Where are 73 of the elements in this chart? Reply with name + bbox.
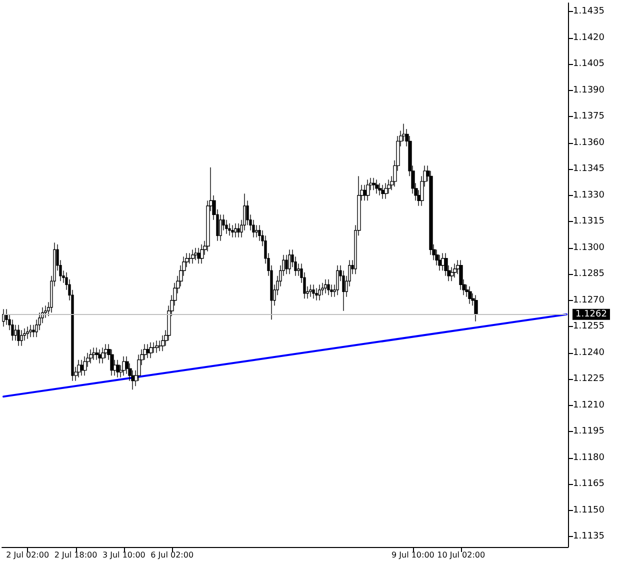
- y-tick-label: 1.1330: [573, 190, 605, 200]
- candlestick: [453, 263, 457, 278]
- candlestick: [26, 326, 29, 340]
- x-tick-label: 10 Jul 02:00: [437, 550, 486, 560]
- y-tick-label: 1.1210: [573, 400, 605, 410]
- ref-line-label: 1.1262: [575, 309, 607, 320]
- candlestick: [98, 348, 102, 364]
- y-tick-label: 1.1420: [573, 32, 605, 43]
- candlestick: [450, 266, 454, 282]
- candlestick: [2, 308, 5, 327]
- candlestick: [312, 284, 315, 299]
- y-tick-label: 1.1135: [573, 532, 604, 542]
- candlestick: [11, 319, 14, 341]
- y-tick-label: 1.1390: [573, 85, 605, 96]
- candlestick: [80, 359, 84, 376]
- candlestick: [327, 279, 330, 296]
- candlestick: [17, 324, 20, 346]
- candlestick: [234, 223, 237, 238]
- x-tick-label: 9 Jul 10:00: [392, 550, 434, 560]
- candlestick: [92, 347, 96, 360]
- candlestick: [231, 224, 234, 238]
- candlestick: [366, 179, 370, 202]
- y-tick-label: 1.1405: [573, 59, 604, 70]
- y-tick-label: 1.1315: [573, 216, 604, 227]
- candlestick: [122, 356, 126, 376]
- candlestick: [191, 249, 195, 264]
- candlestick: [197, 248, 201, 264]
- candlestick: [155, 340, 159, 354]
- candlestick: [378, 182, 382, 196]
- candlestick: [188, 252, 192, 264]
- candlestick: [95, 347, 99, 360]
- candlestick: [318, 284, 321, 301]
- candlestick: [77, 359, 81, 378]
- y-tick-label: 1.1375: [573, 112, 604, 122]
- candlestick: [474, 294, 478, 322]
- y-tick-label: 1.1435: [573, 6, 604, 17]
- y-tick-label: 1.1255: [573, 322, 604, 332]
- x-tick-label: 3 Jul 10:00: [102, 550, 146, 560]
- y-tick-label: 1.1240: [573, 348, 605, 358]
- candlestick: [324, 279, 327, 294]
- candlestick: [83, 356, 87, 376]
- y-tick-label: 1.1165: [573, 479, 604, 490]
- candlestick: [29, 324, 32, 338]
- candlestick: [288, 249, 291, 274]
- y-tick-label: 1.1360: [573, 138, 605, 148]
- y-tick-label: 1.1270: [573, 295, 605, 306]
- y-tick-label: 1.1285: [573, 269, 604, 280]
- candlestick: [101, 347, 105, 364]
- x-tick-label: 2 Jul 02:00: [6, 550, 50, 560]
- candlestick: [384, 182, 388, 200]
- y-tick-label: 1.1195: [573, 426, 604, 437]
- candlestick: [228, 223, 231, 236]
- x-tick-label: 6 Jul 02:00: [150, 550, 194, 560]
- candlestick: [381, 184, 385, 200]
- y-tick-label: 1.1225: [573, 374, 604, 384]
- y-tick-label: 1.1150: [573, 505, 605, 516]
- y-tick-label: 1.1300: [573, 242, 605, 253]
- candlestick: [309, 284, 312, 298]
- candlestick: [89, 348, 93, 364]
- candlestick: [149, 342, 153, 358]
- candlestick: [194, 248, 198, 260]
- y-tick-label: 1.1345: [573, 164, 604, 174]
- candlestick: [315, 288, 318, 301]
- candlestick: [116, 359, 120, 378]
- candlestick: [372, 178, 376, 191]
- candlestick: [200, 244, 204, 264]
- candlestick: [237, 223, 240, 238]
- candlestick: [468, 286, 472, 304]
- x-tick-label: 2 Jul 18:00: [54, 550, 98, 560]
- candlestick: [146, 344, 150, 358]
- candlestick: [336, 265, 339, 296]
- y-tick-label: 1.1180: [573, 452, 605, 463]
- candlestick: [375, 179, 379, 194]
